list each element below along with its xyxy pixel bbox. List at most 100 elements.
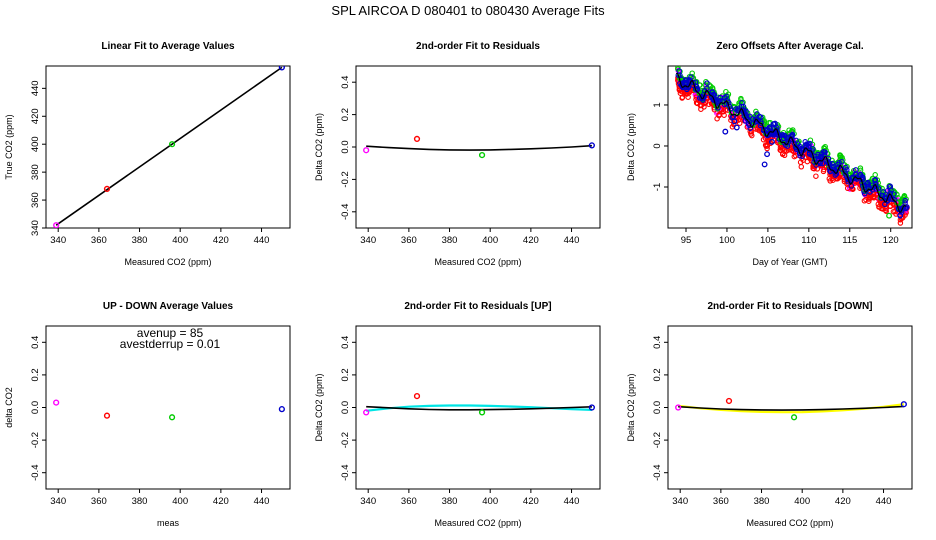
data-point	[876, 204, 882, 210]
data-point-4	[588, 142, 595, 149]
y-axis-label: True CO2 (ppm)	[4, 114, 14, 179]
y-tick-label: 0.2	[340, 368, 351, 381]
x-tick-label: 105	[760, 235, 776, 246]
data-point	[675, 66, 681, 71]
plot-frame	[667, 65, 913, 229]
plot-area	[53, 66, 285, 228]
fit-line-2	[678, 405, 904, 411]
data-point	[677, 87, 683, 94]
x-tick-labels: 340 360 380 400 420 440	[50, 489, 269, 507]
data-point	[818, 153, 825, 160]
data-point-1	[53, 399, 60, 406]
data-point	[822, 143, 828, 150]
y-tick-label: -0.4	[340, 465, 351, 481]
data-point-2	[413, 392, 421, 400]
y-tick-label: 0.4	[340, 76, 351, 89]
x-tick-label: 380	[754, 496, 770, 507]
data-point	[797, 159, 804, 166]
chart-title: 2nd-order Fit to Residuals	[416, 41, 540, 52]
fit-line-1	[55, 66, 283, 226]
data-point	[711, 96, 717, 103]
data-point	[793, 144, 800, 151]
trend-line	[676, 72, 907, 213]
y-tick-label: 0	[652, 143, 663, 148]
data-point	[837, 152, 843, 159]
y-tick-label: 0.2	[340, 108, 351, 121]
data-point	[886, 184, 893, 190]
x-tick-label: 420	[213, 235, 229, 246]
annotation-1: avenup = 85	[137, 326, 204, 340]
data-point	[835, 161, 841, 168]
y-tick-label: 340	[30, 220, 41, 236]
y-tick-label: 360	[30, 192, 41, 208]
y-axis-label: Delta CO2 (ppm)	[626, 113, 636, 181]
x-tick-label: 420	[523, 235, 539, 246]
plot-area	[363, 392, 595, 416]
chart-panel-4: UP - DOWN Average Values 340 360 380 400 420 4…	[4, 301, 291, 528]
y-tick-label: -0.4	[340, 204, 351, 220]
data-point	[854, 176, 860, 182]
data-point-4	[588, 404, 595, 411]
x-tick-label: 380	[132, 496, 148, 507]
data-point	[736, 120, 743, 126]
data-point-4	[900, 401, 907, 408]
y-tick-label: 0.2	[652, 368, 663, 381]
x-axis-label: Measured CO2 (ppm)	[124, 257, 211, 267]
chart-panel-2: 2nd-order Fit to Residuals 340 360 380 400 42…	[314, 41, 601, 267]
data-point	[733, 106, 739, 112]
data-point	[675, 72, 682, 78]
data-point	[679, 95, 685, 101]
data-point	[861, 198, 868, 204]
data-point	[693, 94, 700, 100]
y-tick-label: 0.0	[30, 401, 41, 414]
data-point	[891, 191, 897, 197]
data-point	[872, 172, 878, 178]
chart-panel-5: 2nd-order Fit to Residuals [UP] 340 360 380…	[314, 301, 601, 528]
y-tick-label: 0.2	[30, 368, 41, 381]
data-point-2	[413, 135, 421, 143]
x-tick-label: 440	[564, 496, 580, 507]
data-point	[805, 143, 812, 150]
data-point	[715, 105, 721, 111]
data-point-1	[363, 147, 370, 154]
data-point-3	[168, 141, 176, 148]
x-tick-label: 400	[482, 235, 498, 246]
outlier-points	[722, 118, 893, 219]
x-tick-label: 440	[876, 496, 892, 507]
data-point	[704, 80, 710, 86]
data-point	[844, 166, 850, 173]
data-point-3	[478, 409, 486, 416]
x-tick-label: 340	[360, 235, 376, 246]
x-tick-label: 360	[91, 235, 107, 246]
data-point	[829, 164, 836, 171]
data-point	[733, 124, 740, 131]
data-point	[872, 182, 879, 188]
data-point-1	[675, 404, 682, 411]
data-point	[796, 150, 803, 157]
plot-frame	[45, 65, 291, 229]
y-tick-labels: -1 0 1	[652, 102, 668, 191]
x-tick-label: 340	[672, 496, 688, 507]
y-tick-labels: 340 360 380 400 420 440	[30, 80, 46, 236]
x-tick-label: 380	[442, 496, 458, 507]
data-point	[763, 143, 769, 149]
x-tick-label: 360	[401, 496, 417, 507]
x-tick-label: 110	[801, 235, 816, 246]
y-tick-label: 0.0	[340, 140, 351, 153]
y-tick-label: -0.2	[340, 171, 351, 187]
fit-line-2	[366, 405, 592, 411]
x-axis-label: Measured CO2 (ppm)	[434, 257, 521, 267]
data-point-4	[278, 406, 285, 413]
data-point	[827, 178, 833, 184]
data-point	[804, 158, 811, 165]
y-tick-label: -0.4	[30, 465, 41, 481]
x-axis-label: Measured CO2 (ppm)	[746, 518, 833, 528]
data-point	[886, 212, 893, 219]
data-point	[735, 106, 741, 112]
data-point	[677, 90, 684, 96]
y-tick-label: 0.4	[30, 336, 41, 349]
x-tick-label: 440	[254, 235, 270, 246]
data-point	[721, 112, 727, 118]
